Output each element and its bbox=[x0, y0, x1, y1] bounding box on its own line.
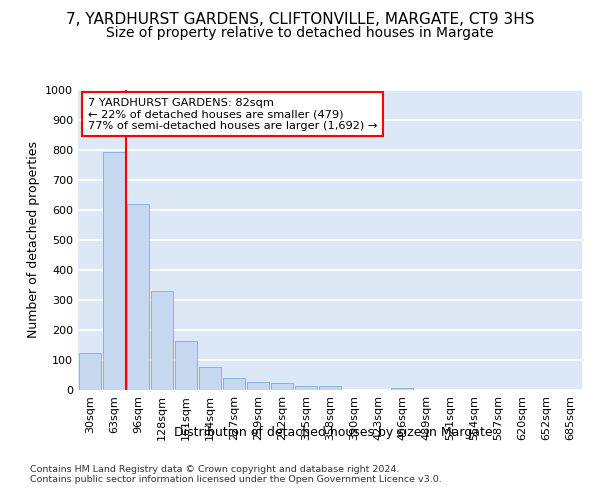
Bar bbox=[199, 366, 221, 390]
Bar bbox=[247, 382, 269, 390]
Bar bbox=[151, 291, 173, 390]
Bar bbox=[103, 152, 125, 390]
Bar bbox=[271, 382, 293, 390]
Bar bbox=[175, 342, 197, 390]
Text: Contains public sector information licensed under the Open Government Licence v3: Contains public sector information licen… bbox=[30, 476, 442, 484]
Text: 7, YARDHURST GARDENS, CLIFTONVILLE, MARGATE, CT9 3HS: 7, YARDHURST GARDENS, CLIFTONVILLE, MARG… bbox=[66, 12, 534, 28]
Text: 7 YARDHURST GARDENS: 82sqm
← 22% of detached houses are smaller (479)
77% of sem: 7 YARDHURST GARDENS: 82sqm ← 22% of deta… bbox=[88, 98, 377, 130]
Bar bbox=[391, 388, 413, 390]
Bar bbox=[319, 386, 341, 390]
Y-axis label: Number of detached properties: Number of detached properties bbox=[26, 142, 40, 338]
Bar bbox=[295, 386, 317, 390]
Bar bbox=[223, 378, 245, 390]
Text: Size of property relative to detached houses in Margate: Size of property relative to detached ho… bbox=[106, 26, 494, 40]
Bar bbox=[79, 352, 101, 390]
Text: Contains HM Land Registry data © Crown copyright and database right 2024.: Contains HM Land Registry data © Crown c… bbox=[30, 464, 400, 473]
Bar bbox=[127, 204, 149, 390]
Text: Distribution of detached houses by size in Margate: Distribution of detached houses by size … bbox=[173, 426, 493, 439]
